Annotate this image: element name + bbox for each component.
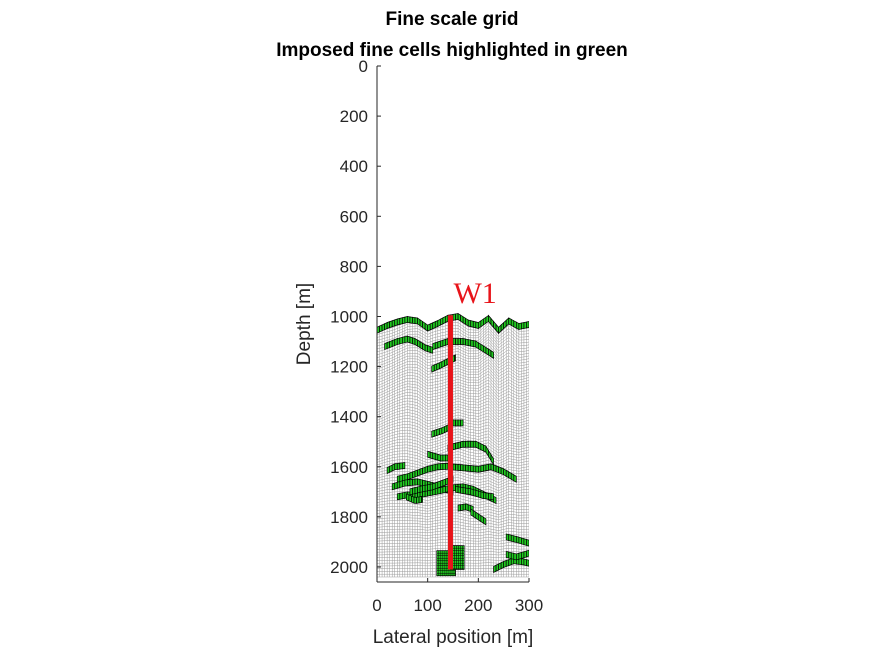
- fine-cell-band: [505, 549, 529, 561]
- y-tick-label: 2000: [330, 558, 368, 577]
- y-tick-label: 1000: [330, 307, 368, 326]
- x-tick-label: 100: [413, 596, 441, 615]
- y-tick-label: 600: [340, 207, 368, 226]
- fine-cell-band: [432, 338, 494, 359]
- plot-area: W1: [376, 66, 529, 583]
- well-label: W1: [453, 277, 496, 310]
- x-tick-label: 0: [372, 596, 381, 615]
- y-tick-label: 1400: [330, 408, 368, 427]
- chart-title: Fine scale grid: [385, 9, 518, 30]
- x-axis-ticks: 0 100 200 300: [372, 578, 543, 615]
- x-tick-label: 300: [515, 596, 543, 615]
- y-tick-label: 0: [359, 57, 368, 76]
- fine-cell-band: [505, 533, 529, 547]
- fine-cell-band: [386, 462, 406, 475]
- chart-subtitle: Imposed fine cells highlighted in green: [276, 40, 628, 61]
- y-tick-label: 1600: [330, 458, 368, 477]
- fine-cell-band: [406, 493, 423, 504]
- fine-cell-band: [447, 440, 494, 467]
- fine-cell-band: [384, 335, 434, 354]
- y-axis-ticks: 0 200 400 600 800 1000 1200 1400 1600 1800 2000: [330, 57, 381, 577]
- well-w1: W1: [447, 277, 497, 570]
- y-tick-label: 1200: [330, 358, 368, 377]
- fine-cell-band: [427, 450, 451, 462]
- y-tick-label: 400: [340, 157, 368, 176]
- fine-cell-band: [470, 508, 487, 526]
- fine-cell-band: [455, 485, 494, 501]
- y-tick-label: 800: [340, 257, 368, 276]
- y-tick-label: 1800: [330, 508, 368, 527]
- fine-cell-band: [396, 462, 449, 483]
- x-axis-label: Lateral position [m]: [373, 627, 534, 648]
- y-tick-label: 200: [340, 107, 368, 126]
- y-axis-label: Depth [m]: [294, 283, 315, 365]
- fine-cell-band: [450, 463, 517, 483]
- x-tick-label: 200: [464, 596, 492, 615]
